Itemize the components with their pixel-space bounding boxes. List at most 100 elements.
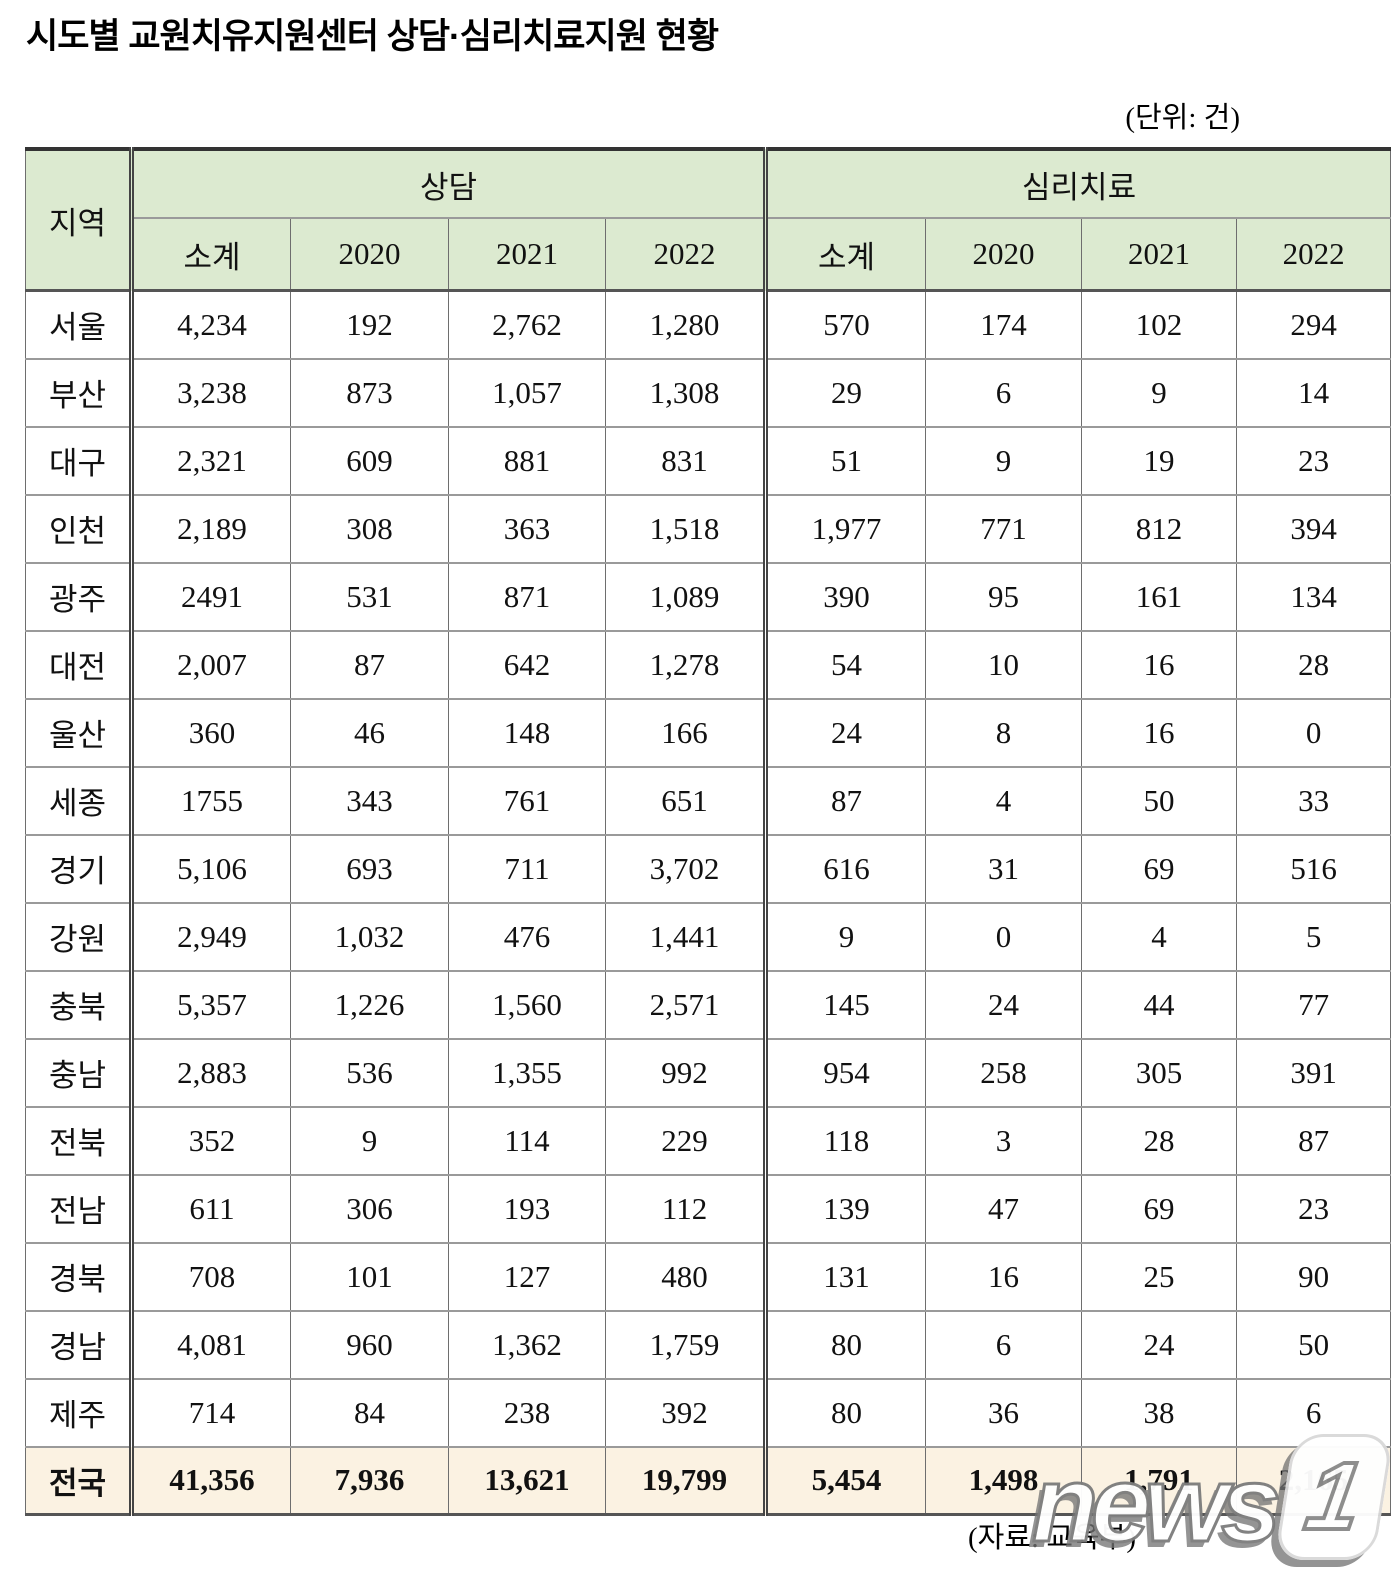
cell: 1,089 — [604, 561, 769, 632]
cell: 1,791 — [1081, 1445, 1238, 1516]
cell: 711 — [448, 833, 606, 904]
cell: 6 — [1236, 1377, 1392, 1448]
cell: 84 — [290, 1377, 449, 1448]
cell: 16 — [925, 1241, 1083, 1312]
cell: 13,621 — [448, 1445, 606, 1516]
region-label: 대구 — [25, 425, 134, 496]
cell: 8 — [925, 697, 1083, 768]
cell: 95 — [925, 561, 1083, 632]
table-row: 부산 3,238 873 1,057 1,308 29 6 9 14 — [25, 357, 1392, 428]
table-header: 지역 상담 심리치료 소계 2020 2021 2022 소계 2020 202… — [25, 148, 1392, 292]
cell: 390 — [765, 561, 927, 632]
cell: 570 — [765, 289, 927, 360]
cell: 31 — [925, 833, 1083, 904]
cell: 1,441 — [604, 901, 769, 972]
cell: 166 — [604, 697, 769, 768]
cell: 2491 — [131, 561, 291, 632]
cell: 19 — [1081, 425, 1238, 496]
cell: 69 — [1081, 1173, 1238, 1244]
cell: 480 — [604, 1241, 769, 1312]
table-row: 대구 2,321 609 881 831 51 9 19 23 — [25, 425, 1392, 496]
therapy-group-header: 심리치료 — [765, 148, 1392, 219]
cell: 771 — [925, 493, 1083, 564]
table-row-total: 전국 41,356 7,936 13,621 19,799 5,454 1,49… — [25, 1445, 1392, 1516]
data-table: 지역 상담 심리치료 소계 2020 2021 2022 소계 2020 202… — [25, 147, 1392, 1516]
cell: 294 — [1236, 289, 1392, 360]
table-row: 광주 2491 531 871 1,089 390 95 161 134 — [25, 561, 1392, 632]
table-row: 경남 4,081 960 1,362 1,759 80 6 24 50 — [25, 1309, 1392, 1380]
cell: 5,106 — [131, 833, 291, 904]
cell: 609 — [290, 425, 449, 496]
region-label: 부산 — [25, 357, 134, 428]
cell: 1,226 — [290, 969, 449, 1040]
cell: 651 — [604, 765, 769, 836]
cell: 28 — [1081, 1105, 1238, 1176]
table-row: 경기 5,106 693 711 3,702 616 31 69 516 — [25, 833, 1392, 904]
cell: 693 — [290, 833, 449, 904]
page-title: 시도별 교원치유지원센터 상담·심리치료지원 현황 — [26, 17, 719, 56]
cell: 708 — [131, 1241, 291, 1312]
cell: 87 — [290, 629, 449, 700]
cell: 1,518 — [604, 493, 769, 564]
cell: 343 — [290, 765, 449, 836]
region-label: 서울 — [25, 289, 134, 360]
cell: 352 — [131, 1105, 291, 1176]
cell: 611 — [131, 1173, 291, 1244]
region-label: 광주 — [25, 561, 134, 632]
table-row: 경북 708 101 127 480 131 16 25 90 — [25, 1241, 1392, 1312]
col-header: 소계 — [765, 217, 927, 292]
cell: 761 — [448, 765, 606, 836]
cell: 0 — [1236, 697, 1392, 768]
cell: 954 — [765, 1037, 927, 1108]
cell: 5 — [1236, 901, 1392, 972]
cell: 992 — [604, 1037, 769, 1108]
cell: 139 — [765, 1173, 927, 1244]
cell: 9 — [1081, 357, 1238, 428]
cell: 29 — [765, 357, 927, 428]
cell: 50 — [1236, 1309, 1392, 1380]
cell: 134 — [1236, 561, 1392, 632]
cell: 101 — [290, 1241, 449, 1312]
region-label: 울산 — [25, 697, 134, 768]
cell: 192 — [290, 289, 449, 360]
cell: 6 — [925, 357, 1083, 428]
cell: 54 — [765, 629, 927, 700]
cell: 7,936 — [290, 1445, 449, 1516]
table-row: 인천 2,189 308 363 1,518 1,977 771 812 394 — [25, 493, 1392, 564]
col-header: 2022 — [1236, 217, 1392, 292]
col-header: 소계 — [131, 217, 291, 292]
cell: 1,362 — [448, 1309, 606, 1380]
table-row: 충북 5,357 1,226 1,560 2,571 145 24 44 77 — [25, 969, 1392, 1040]
table-row: 세종 1755 343 761 651 87 4 50 33 — [25, 765, 1392, 836]
table-row: 강원 2,949 1,032 476 1,441 9 0 4 5 — [25, 901, 1392, 972]
cell: 80 — [765, 1309, 927, 1380]
cell: 1,759 — [604, 1309, 769, 1380]
col-header: 2021 — [448, 217, 606, 292]
cell: 24 — [1081, 1309, 1238, 1380]
cell: 360 — [131, 697, 291, 768]
cell: 2,165 — [1236, 1445, 1392, 1516]
region-label: 전북 — [25, 1105, 134, 1176]
sub-header-row: 소계 2020 2021 2022 소계 2020 2021 2022 — [26, 217, 1392, 292]
cell: 1,280 — [604, 289, 769, 360]
region-label: 제주 — [25, 1377, 134, 1448]
cell: 4,234 — [131, 289, 291, 360]
cell: 33 — [1236, 765, 1392, 836]
cell: 193 — [448, 1173, 606, 1244]
cell: 5,357 — [131, 969, 291, 1040]
cell: 1,278 — [604, 629, 769, 700]
cell: 46 — [290, 697, 449, 768]
cell: 90 — [1236, 1241, 1392, 1312]
cell: 2,571 — [604, 969, 769, 1040]
cell: 306 — [290, 1173, 449, 1244]
table-row: 전북 352 9 114 229 118 3 28 87 — [25, 1105, 1392, 1176]
cell: 24 — [765, 697, 927, 768]
cell: 16 — [1081, 697, 1238, 768]
cell: 229 — [604, 1105, 769, 1176]
cell: 1,498 — [925, 1445, 1083, 1516]
cell: 16 — [1081, 629, 1238, 700]
cell: 873 — [290, 357, 449, 428]
cell: 3 — [925, 1105, 1083, 1176]
col-header: 2022 — [604, 217, 769, 292]
cell: 4,081 — [131, 1309, 291, 1380]
